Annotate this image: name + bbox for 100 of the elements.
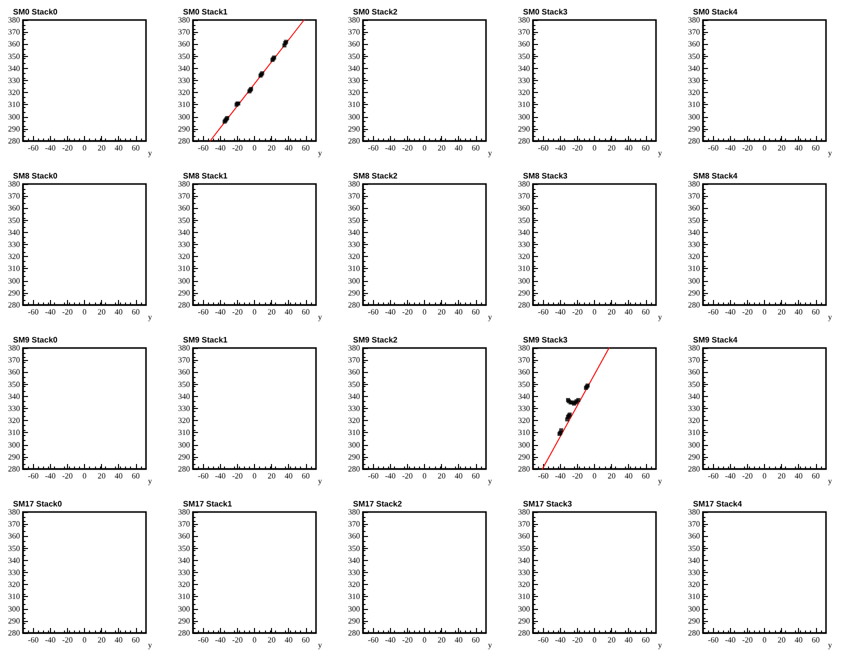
y-tick-label: 330 (8, 568, 20, 577)
y-tick-label: 310 (348, 428, 360, 438)
y-tick-label: 330 (348, 76, 360, 85)
y-tick-label: 350 (348, 216, 360, 225)
x-tick-label: -40 (724, 308, 736, 316)
chart-title: SM8 Stack2 (353, 172, 398, 180)
y-tick-label: 380 (688, 508, 700, 516)
x-tick-label: 20 (778, 144, 786, 152)
x-tick-label: 40 (284, 308, 293, 316)
x-tick-label: 40 (114, 144, 123, 152)
x-tick-label: 0 (422, 144, 426, 152)
y-tick-label: 380 (348, 16, 360, 24)
y-tick-label: 380 (688, 344, 700, 352)
y-tick-label: 350 (8, 216, 20, 225)
x-axis-title: y (318, 312, 322, 322)
y-tick-label: 330 (688, 404, 700, 413)
y-tick-label: 340 (178, 392, 190, 401)
x-tick-label: 60 (642, 636, 650, 644)
y-tick-label: 290 (8, 452, 20, 462)
y-tick-label: 370 (518, 192, 530, 201)
y-tick-label: 340 (8, 64, 20, 73)
y-tick-label: 360 (518, 368, 530, 377)
y-tick-label: 340 (348, 228, 360, 237)
y-tick-label: 350 (8, 52, 20, 61)
y-tick-label: 320 (688, 580, 700, 590)
x-axis-title: y (318, 148, 322, 158)
y-tick-label: 350 (688, 380, 700, 389)
y-tick-label: 300 (518, 604, 530, 614)
chart-title: SM9 Stack0 (13, 336, 58, 344)
y-tick-label: 380 (178, 180, 190, 188)
y-tick-label: 360 (688, 532, 700, 541)
x-tick-label: -40 (554, 308, 566, 316)
y-tick-label: 280 (348, 136, 360, 146)
chart-title: SM8 Stack3 (523, 172, 568, 180)
x-tick-label: -40 (214, 472, 226, 480)
x-tick-label: 40 (284, 144, 293, 152)
x-tick-label: 20 (438, 308, 446, 316)
x-tick-label: 0 (762, 308, 766, 316)
x-tick-label: 40 (114, 472, 123, 480)
y-tick-label: 290 (518, 452, 530, 462)
y-tick-label: 380 (348, 344, 360, 352)
chart-title: SM9 Stack4 (693, 336, 738, 344)
x-tick-label: -60 (28, 636, 39, 644)
y-tick-label: 310 (688, 428, 700, 438)
y-tick-label: 320 (348, 252, 360, 262)
y-tick-label: 300 (8, 276, 20, 286)
x-tick-label: 0 (762, 144, 766, 152)
y-tick-label: 350 (518, 380, 530, 389)
y-tick-label: 280 (8, 300, 20, 310)
y-tick-label: 290 (178, 124, 190, 134)
y-tick-label: 380 (8, 16, 20, 24)
x-axis-title: y (488, 476, 492, 486)
y-tick-label: 340 (8, 392, 20, 401)
x-tick-label: -20 (572, 636, 583, 644)
x-tick-label: -40 (554, 472, 566, 480)
y-tick-label: 340 (8, 556, 20, 565)
x-axis-title: y (658, 148, 662, 158)
y-tick-label: 320 (518, 88, 530, 98)
x-tick-label: 20 (268, 472, 276, 480)
x-tick-label: -40 (214, 308, 226, 316)
chart-title: SM0 Stack2 (353, 8, 398, 16)
y-tick-label: 280 (8, 464, 20, 474)
y-tick-label: 320 (518, 580, 530, 590)
x-tick-label: -20 (62, 472, 73, 480)
x-tick-label: -20 (232, 472, 243, 480)
y-tick-label: 280 (178, 628, 190, 638)
y-tick-label: 280 (348, 300, 360, 310)
x-tick-label: 0 (252, 472, 256, 480)
y-tick-label: 280 (518, 464, 530, 474)
chart-title: SM0 Stack4 (693, 8, 738, 16)
y-tick-label: 370 (688, 28, 700, 37)
x-tick-label: -40 (724, 636, 736, 644)
y-tick-label: 360 (688, 368, 700, 377)
x-tick-label: -20 (572, 144, 583, 152)
y-tick-label: 280 (8, 628, 20, 638)
chart-title: SM17 Stack1 (183, 500, 232, 508)
y-tick-label: 320 (8, 88, 20, 98)
y-tick-label: 340 (688, 392, 700, 401)
chart-title: SM8 Stack4 (693, 172, 738, 180)
x-tick-label: 0 (252, 636, 256, 644)
y-tick-label: 290 (688, 288, 700, 298)
y-tick-label: 340 (178, 228, 190, 237)
y-tick-label: 300 (348, 112, 360, 122)
x-tick-label: -60 (538, 636, 549, 644)
y-tick-label: 280 (688, 628, 700, 638)
chart-title: SM9 Stack3 (523, 336, 568, 344)
x-tick-label: -40 (384, 636, 396, 644)
y-tick-label: 300 (178, 112, 190, 122)
y-tick-label: 310 (518, 264, 530, 274)
x-tick-label: -40 (44, 144, 56, 152)
y-tick-label: 360 (178, 368, 190, 377)
y-tick-label: 350 (348, 544, 360, 553)
y-tick-label: 280 (688, 300, 700, 310)
x-tick-label: 60 (132, 636, 140, 644)
x-tick-label: -60 (198, 308, 209, 316)
x-tick-label: 0 (762, 636, 766, 644)
y-tick-label: 380 (8, 180, 20, 188)
y-tick-label: 380 (518, 180, 530, 188)
x-tick-label: 40 (284, 472, 293, 480)
y-tick-label: 290 (688, 124, 700, 134)
